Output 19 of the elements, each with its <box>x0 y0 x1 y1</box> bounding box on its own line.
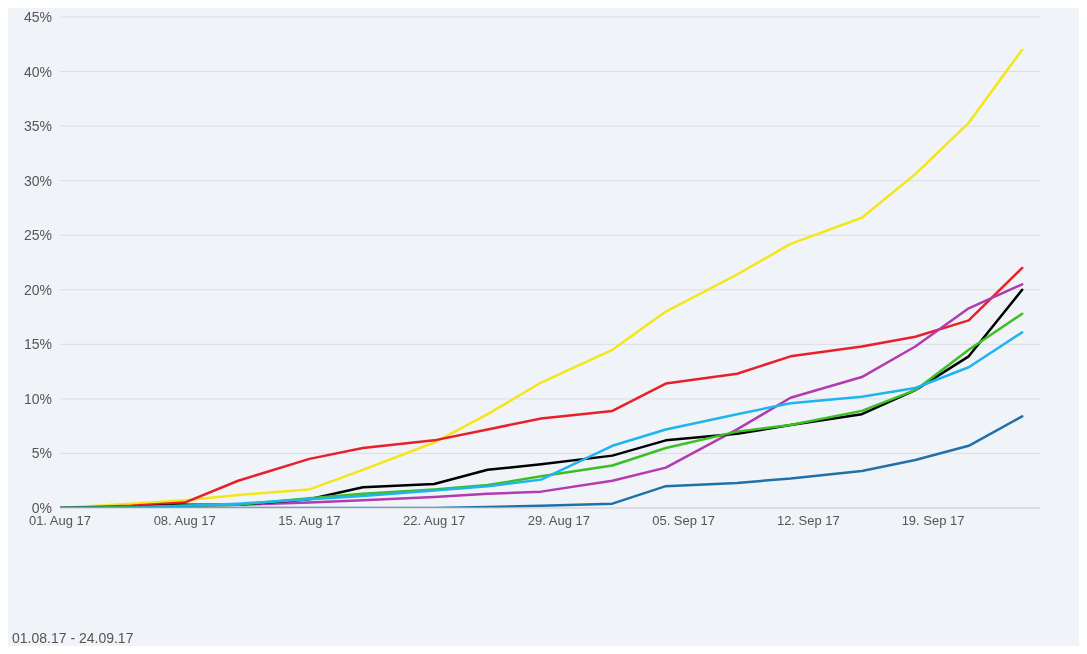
x-tick-label: 22. Aug 17 <box>403 513 466 529</box>
x-tick-label: 12. Sep 17 <box>776 513 840 529</box>
y-tick-label: 30% <box>23 172 52 189</box>
x-tick-label: 01. Aug 17 <box>28 513 92 529</box>
y-tick-label: 20% <box>23 281 52 298</box>
y-tick-label: 10% <box>23 390 52 407</box>
x-tick-label: 05. Sep 17 <box>652 513 716 529</box>
x-tick-label: 29. Aug 17 <box>527 513 590 529</box>
y-tick-label: 40% <box>23 63 52 80</box>
x-tick-label: 15. Aug 17 <box>278 513 341 529</box>
y-tick-label: 15% <box>23 336 52 353</box>
y-tick-label: 5% <box>31 445 52 462</box>
y-tick-label: 0% <box>31 499 52 516</box>
y-tick-label: 35% <box>23 118 52 135</box>
y-tick-label: 25% <box>23 227 52 244</box>
y-tick-label: 45% <box>23 8 52 25</box>
x-tick-label: 19. Sep 17 <box>901 513 965 529</box>
text: 01.08.17 - 24.09.17 <box>12 630 134 646</box>
x-tick-label: 08. Aug 17 <box>153 513 216 529</box>
